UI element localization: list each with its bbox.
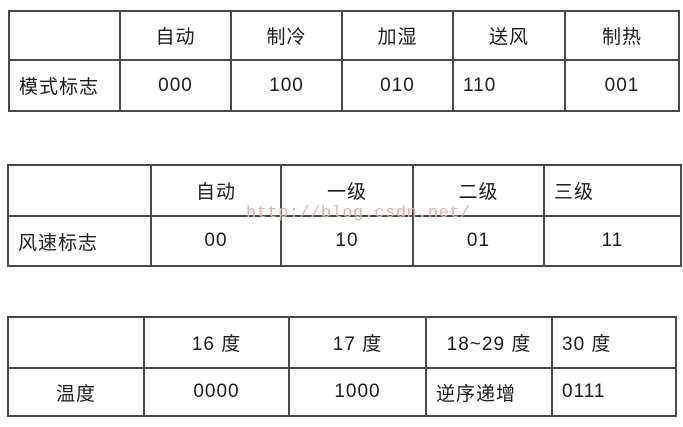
value-cell: 001	[564, 59, 680, 112]
temperature-table: 16 度 17 度 18~29 度 30 度 温度 0000 1000 逆序递增…	[7, 316, 677, 417]
value-cell: 0000	[143, 367, 290, 417]
value-cell: 010	[341, 59, 454, 112]
corner-cell	[8, 10, 121, 61]
value-cell: 100	[230, 59, 343, 112]
value-cell: 000	[119, 59, 232, 112]
table-row: 模式标志 000 100 010 110 001	[8, 59, 680, 112]
fan-speed-flag-table: 自动 一级 二级 三级 风速标志 00 10 01 11	[7, 164, 682, 267]
header-cell-17deg: 17 度	[288, 316, 427, 369]
header-cell-cool: 制冷	[230, 10, 343, 61]
table-row: 风速标志 00 10 01 11	[7, 215, 682, 267]
header-cell-18-29deg: 18~29 度	[425, 316, 553, 369]
mode-flag-table: 自动 制冷 加湿 送风 制热 模式标志 000 100 010 110 001	[8, 10, 680, 112]
value-cell: 逆序递增	[425, 367, 553, 417]
table-row: 温度 0000 1000 逆序递增 0111	[7, 367, 677, 417]
table-row: 自动 一级 二级 三级	[7, 164, 682, 217]
row-label-cell: 模式标志	[8, 59, 121, 112]
table-row: 16 度 17 度 18~29 度 30 度	[7, 316, 677, 369]
header-cell-16deg: 16 度	[143, 316, 290, 369]
value-cell: 110	[452, 59, 566, 112]
value-cell: 11	[543, 215, 682, 267]
header-cell-auto: 自动	[119, 10, 232, 61]
value-cell: 01	[412, 215, 545, 267]
header-cell-30deg: 30 度	[551, 316, 677, 369]
header-cell-fan: 送风	[452, 10, 566, 61]
value-cell: 1000	[288, 367, 427, 417]
header-cell-heat: 制热	[564, 10, 680, 61]
row-label-cell: 风速标志	[7, 215, 152, 267]
header-cell-level2: 二级	[412, 164, 545, 217]
header-cell-humidify: 加湿	[341, 10, 454, 61]
row-label-cell: 温度	[7, 367, 145, 417]
header-cell-auto: 自动	[150, 164, 282, 217]
corner-cell	[7, 164, 152, 217]
value-cell: 0111	[551, 367, 677, 417]
value-cell: 10	[280, 215, 414, 267]
corner-cell	[7, 316, 145, 369]
header-cell-level1: 一级	[280, 164, 414, 217]
value-cell: 00	[150, 215, 282, 267]
table-row: 自动 制冷 加湿 送风 制热	[8, 10, 680, 61]
header-cell-level3: 三级	[543, 164, 682, 217]
